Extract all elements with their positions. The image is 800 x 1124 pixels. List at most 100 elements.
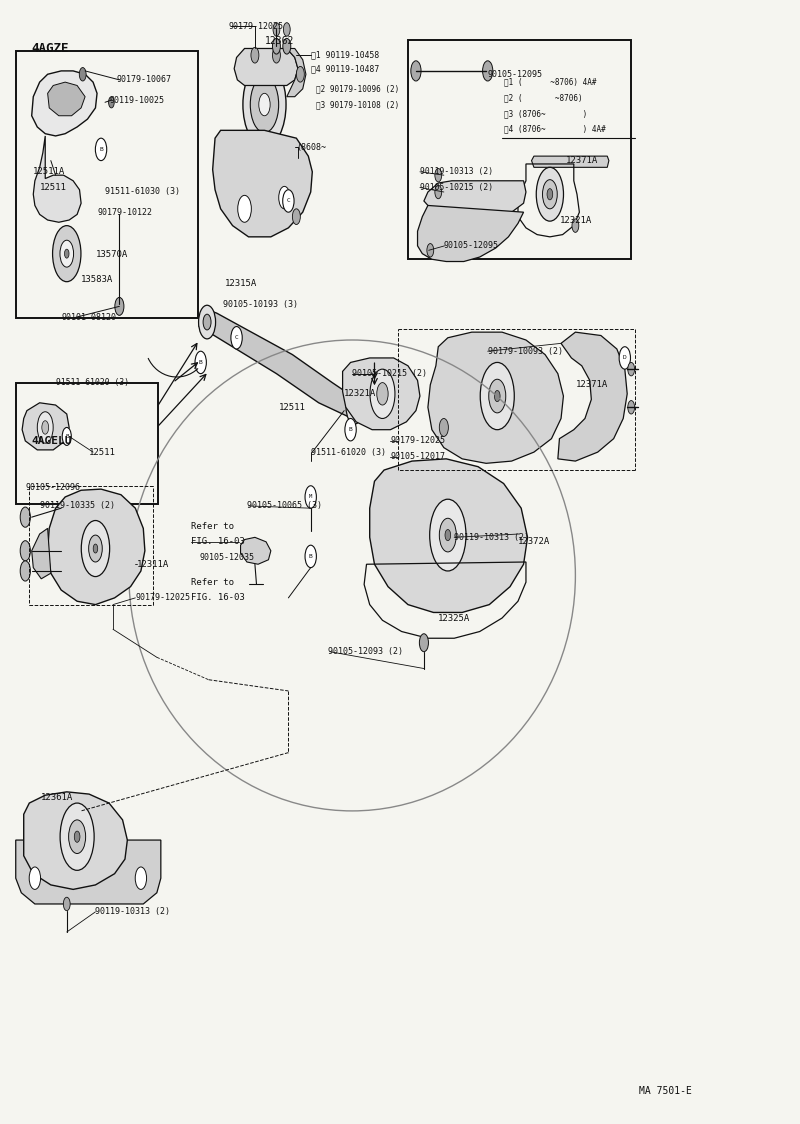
Ellipse shape [273,38,281,54]
Polygon shape [286,48,306,97]
Text: 12325A: 12325A [438,614,470,623]
Ellipse shape [482,61,493,81]
Text: FIG. 16-03: FIG. 16-03 [191,537,245,546]
Polygon shape [370,459,527,613]
Ellipse shape [419,634,429,652]
Ellipse shape [346,390,363,424]
Text: 12511A: 12511A [34,167,66,176]
Text: 90101-08120: 90101-08120 [61,314,116,323]
Text: 12311A: 12311A [137,560,169,569]
Ellipse shape [109,97,114,108]
Bar [16,382,158,504]
Text: 90119-10313 (2): 90119-10313 (2) [95,907,170,916]
Polygon shape [428,333,563,463]
Ellipse shape [29,867,41,889]
Text: B: B [65,434,69,439]
Text: 12511: 12511 [279,402,306,411]
Polygon shape [32,71,97,136]
Ellipse shape [69,819,86,853]
Text: 90105-12093 (2): 90105-12093 (2) [328,647,403,656]
Ellipse shape [489,379,506,413]
Text: 90179-12025: 90179-12025 [229,21,283,30]
Text: 90105-12017: 90105-12017 [390,452,446,461]
Ellipse shape [445,529,450,541]
Polygon shape [22,402,69,450]
Ellipse shape [439,418,448,436]
Polygon shape [16,840,161,904]
Text: 12321A: 12321A [559,216,592,225]
Ellipse shape [572,219,578,233]
Ellipse shape [278,187,290,209]
Text: 90119-10313 (2): 90119-10313 (2) [454,533,530,542]
Text: 90179-12025: 90179-12025 [135,593,190,602]
Text: B: B [199,360,202,365]
Text: 90105-12035: 90105-12035 [199,553,254,562]
Ellipse shape [42,420,49,434]
Text: MA 7501-E: MA 7501-E [639,1086,692,1096]
Text: 12511: 12511 [40,183,66,192]
Ellipse shape [63,897,70,910]
Text: 90105-12095: 90105-12095 [488,70,542,79]
Polygon shape [558,333,627,461]
Text: ※3 90179-10108 (2): ※3 90179-10108 (2) [316,100,399,109]
Text: 90105-10193 (3): 90105-10193 (3) [223,300,298,309]
Ellipse shape [345,418,356,441]
Polygon shape [34,136,81,223]
Text: Refer to: Refer to [191,522,234,531]
Text: 91511-61020 (3): 91511-61020 (3) [310,447,386,456]
Text: 90119-10335 (2): 90119-10335 (2) [40,501,114,510]
Ellipse shape [377,382,388,405]
Ellipse shape [20,507,30,527]
Text: ※3 (8706~        ): ※3 (8706~ ) [504,109,587,118]
Polygon shape [424,181,526,219]
Ellipse shape [430,499,466,571]
Ellipse shape [350,399,358,415]
Bar [16,51,198,318]
Text: 91511-61020 (3): 91511-61020 (3) [55,378,129,387]
Ellipse shape [82,520,110,577]
Ellipse shape [282,190,294,212]
Text: 90179-10093 (2): 90179-10093 (2) [488,346,562,355]
Ellipse shape [494,390,500,401]
Ellipse shape [306,488,315,506]
Text: B: B [99,147,103,152]
Ellipse shape [250,76,278,133]
Text: 90105-10215 (2): 90105-10215 (2) [352,369,427,378]
Ellipse shape [203,315,211,330]
Text: 13570A: 13570A [95,251,128,260]
Bar [408,39,631,260]
Ellipse shape [370,369,395,418]
Polygon shape [241,537,271,564]
Text: 13583A: 13583A [81,275,114,284]
Text: 12371A: 12371A [566,156,598,165]
Text: 90105-10065 (3): 90105-10065 (3) [247,501,322,510]
Text: Refer to: Refer to [191,578,234,587]
Text: 12371A: 12371A [575,380,608,389]
Polygon shape [213,130,312,237]
Text: 90119-10025: 90119-10025 [109,96,164,105]
Text: M: M [309,495,312,499]
Ellipse shape [435,169,442,182]
Ellipse shape [53,226,81,282]
Ellipse shape [65,250,69,259]
Ellipse shape [20,561,30,581]
Ellipse shape [305,486,316,508]
Ellipse shape [60,241,74,268]
Ellipse shape [427,244,434,257]
Text: C: C [286,199,290,203]
Text: 12372A: 12372A [518,537,550,546]
Ellipse shape [38,411,53,443]
Polygon shape [531,156,609,167]
Ellipse shape [115,298,124,316]
Text: 90179-10122: 90179-10122 [97,208,152,217]
Ellipse shape [439,518,456,552]
Ellipse shape [231,327,242,348]
Ellipse shape [60,803,94,870]
Ellipse shape [283,38,290,54]
Text: 12321A: 12321A [344,389,377,398]
Ellipse shape [89,535,102,562]
Text: 90179-10067: 90179-10067 [117,75,172,84]
Text: FIG. 16-03: FIG. 16-03 [191,593,245,602]
Ellipse shape [74,831,80,842]
Ellipse shape [238,196,251,223]
